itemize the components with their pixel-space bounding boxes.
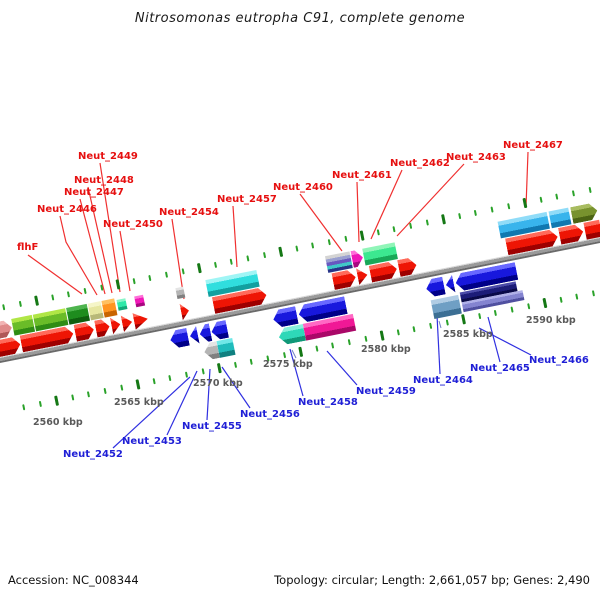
label-leader-line	[27, 254, 83, 295]
label-leader-line	[356, 181, 360, 243]
gene-label: Neut_2459	[356, 386, 416, 397]
gene-label: Neut_2463	[446, 152, 506, 163]
label-leader-line	[206, 368, 211, 421]
gene-label: Neut_2448	[74, 175, 134, 186]
label-leader-line	[112, 376, 191, 449]
label-leader-line	[99, 162, 121, 293]
scale-label: 2585 kbp	[443, 329, 493, 340]
gene-label: Neut_2467	[503, 140, 563, 151]
gene-label: Neut_2462	[390, 158, 450, 169]
label-leader-line	[436, 314, 441, 375]
label-leader-line	[370, 169, 403, 240]
gene-label: Neut_2460	[273, 182, 333, 193]
gene-label: Neut_2465	[470, 363, 530, 374]
label-leader-line	[396, 163, 465, 237]
label-leader-line	[289, 348, 304, 397]
gene-label: Neut_2449	[78, 151, 138, 162]
label-leader-line	[119, 230, 131, 292]
gene-label: Neut_2455	[182, 421, 242, 432]
label-leader-line	[221, 366, 251, 409]
label-leader-line	[79, 198, 106, 295]
scale-label: 2560 kbp	[33, 417, 83, 428]
gene-arrow[interactable]	[583, 219, 600, 240]
gene-label: Neut_2456	[240, 409, 300, 420]
label-leader-line	[59, 215, 98, 296]
label-leader-line	[478, 327, 532, 356]
label-leader-line	[299, 193, 343, 252]
gene-arrow[interactable]	[134, 294, 146, 308]
gene-arrow[interactable]	[116, 298, 128, 311]
gene-label: Neut_2457	[217, 194, 277, 205]
topology-info-text: Topology: circular; Length: 2,661,057 bp…	[274, 573, 590, 587]
gene-label: Neut_2446	[37, 204, 97, 215]
label-leader-line	[525, 151, 529, 208]
scale-label: 2580 kbp	[361, 344, 411, 355]
gene-label: Neut_2458	[298, 397, 358, 408]
genome-title: Nitrosomonas eutropha C91, complete geno…	[134, 11, 466, 26]
label-leader-line	[171, 218, 185, 300]
gene-label: Neut_2466	[529, 355, 589, 366]
gene-label: flhF	[17, 242, 39, 253]
gene-label: Neut_2452	[63, 449, 123, 460]
label-leader-line	[326, 350, 358, 386]
scale-label: 2565 kbp	[114, 397, 164, 408]
label-leader-line	[291, 349, 297, 359]
label-leader-line	[232, 205, 238, 268]
gene-arrow[interactable]	[216, 338, 236, 358]
gene-label: Neut_2453	[122, 436, 182, 447]
label-leader-line	[166, 370, 198, 436]
gene-label: Neut_2454	[159, 207, 219, 218]
accession-text: Accession: NC_008344	[8, 573, 139, 587]
gene-label: Neut_2464	[413, 375, 473, 386]
label-leader-line	[438, 320, 442, 329]
gene-label: Neut_2461	[332, 170, 392, 181]
label-leader-line	[87, 186, 113, 294]
scale-label: 2590 kbp	[526, 315, 576, 326]
gene-label: Neut_2447	[64, 187, 124, 198]
label-leader-line	[487, 316, 501, 363]
scale-label: 2575 kbp	[263, 359, 313, 370]
gene-label: Neut_2450	[103, 219, 163, 230]
scale-label: 2570 kbp	[193, 378, 243, 389]
